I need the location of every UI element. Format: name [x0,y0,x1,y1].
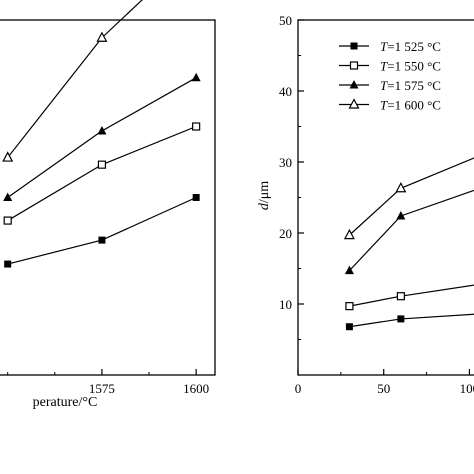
right-data-point [345,302,354,311]
left-data-point [96,31,108,42]
left-x-axis-label: perature/°C [33,395,98,410]
legend-label: T=1 525 °C [380,39,441,54]
right-data-point [345,323,353,331]
right-y-tick-label: 30 [279,155,292,170]
legend-label: T=1 600 °C [380,98,441,113]
right-y-tick-label: 50 [279,13,292,28]
legend: T=1 525 °C T=1 550 °C T=1 575 °C T=1 600 °C [339,39,441,113]
left-x-tick-label: 1575 [89,381,115,396]
right-data-point [396,210,406,220]
legend-item: T=1 525 °C [339,39,441,54]
right-y-axis-label: d/μm [257,181,272,210]
left-series-line [7,125,197,222]
right-y-tick-label: 20 [279,226,292,241]
left-data-point [3,192,13,201]
right-series-line [348,189,474,272]
right-chart-panel: 10 20 30 40 50 0 50 100 d/μm T=1 525 °C T=1 550 °C… [257,13,474,396]
right-series-line [349,313,474,328]
right-data-point [343,228,355,240]
legend-item: T=1 550 °C [339,59,441,74]
left-data-point [191,72,201,82]
legend-item: T=1 600 °C [339,98,441,113]
right-data-point [397,315,405,323]
left-data-point [3,216,12,225]
right-series-line [349,284,474,307]
right-data-point [396,292,405,301]
legend-item: T=1 575 °C [339,78,441,93]
left-chart-panel: 1575 1600 perature/°C [0,0,216,410]
legend-label: T=1 550 °C [380,59,441,74]
legend-label: T=1 575 °C [380,78,441,93]
right-data-point [344,265,354,275]
right-x-tick-label: 0 [295,381,302,396]
right-data-point [395,181,407,193]
left-data-point [192,194,200,201]
left-series-line [7,196,197,265]
left-plot-frame [0,19,216,376]
left-data-point [98,236,106,244]
left-data-point [97,125,107,135]
left-data-point [97,160,107,169]
left-data-point [2,151,14,162]
right-y-tick-label: 40 [279,84,292,99]
legend-marker [350,42,358,50]
legend-marker [349,61,359,70]
right-y-tick-label: 10 [279,297,292,312]
legend-marker [349,80,359,89]
left-x-tick-label: 1600 [183,381,209,396]
right-x-tick-label: 100 [460,381,474,396]
right-x-tick-label: 50 [377,381,390,396]
right-series-line [349,157,474,236]
left-data-point [192,122,201,131]
left-data-point [4,260,12,268]
legend-marker [348,98,360,109]
